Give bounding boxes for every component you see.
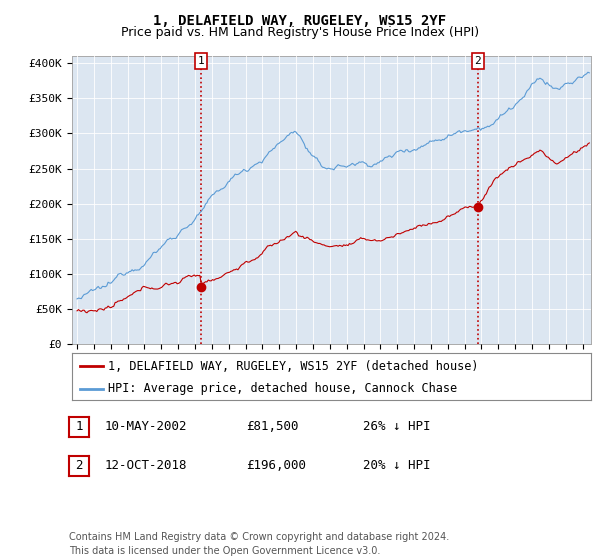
Text: Contains HM Land Registry data © Crown copyright and database right 2024.
This d: Contains HM Land Registry data © Crown c… (69, 533, 449, 556)
Text: Price paid vs. HM Land Registry's House Price Index (HPI): Price paid vs. HM Land Registry's House … (121, 26, 479, 39)
Text: 20% ↓ HPI: 20% ↓ HPI (363, 459, 431, 473)
Text: 12-OCT-2018: 12-OCT-2018 (105, 459, 187, 473)
Text: 1, DELAFIELD WAY, RUGELEY, WS15 2YF (detached house): 1, DELAFIELD WAY, RUGELEY, WS15 2YF (det… (109, 360, 479, 372)
Text: £81,500: £81,500 (246, 420, 299, 433)
Text: 10-MAY-2002: 10-MAY-2002 (105, 420, 187, 433)
Text: 26% ↓ HPI: 26% ↓ HPI (363, 420, 431, 433)
Text: 2: 2 (76, 459, 83, 473)
Text: 1, DELAFIELD WAY, RUGELEY, WS15 2YF: 1, DELAFIELD WAY, RUGELEY, WS15 2YF (154, 14, 446, 28)
Text: 1: 1 (76, 420, 83, 433)
Text: 2: 2 (475, 56, 481, 66)
Text: £196,000: £196,000 (246, 459, 306, 473)
Text: 1: 1 (198, 56, 205, 66)
Text: HPI: Average price, detached house, Cannock Chase: HPI: Average price, detached house, Cann… (109, 382, 457, 395)
